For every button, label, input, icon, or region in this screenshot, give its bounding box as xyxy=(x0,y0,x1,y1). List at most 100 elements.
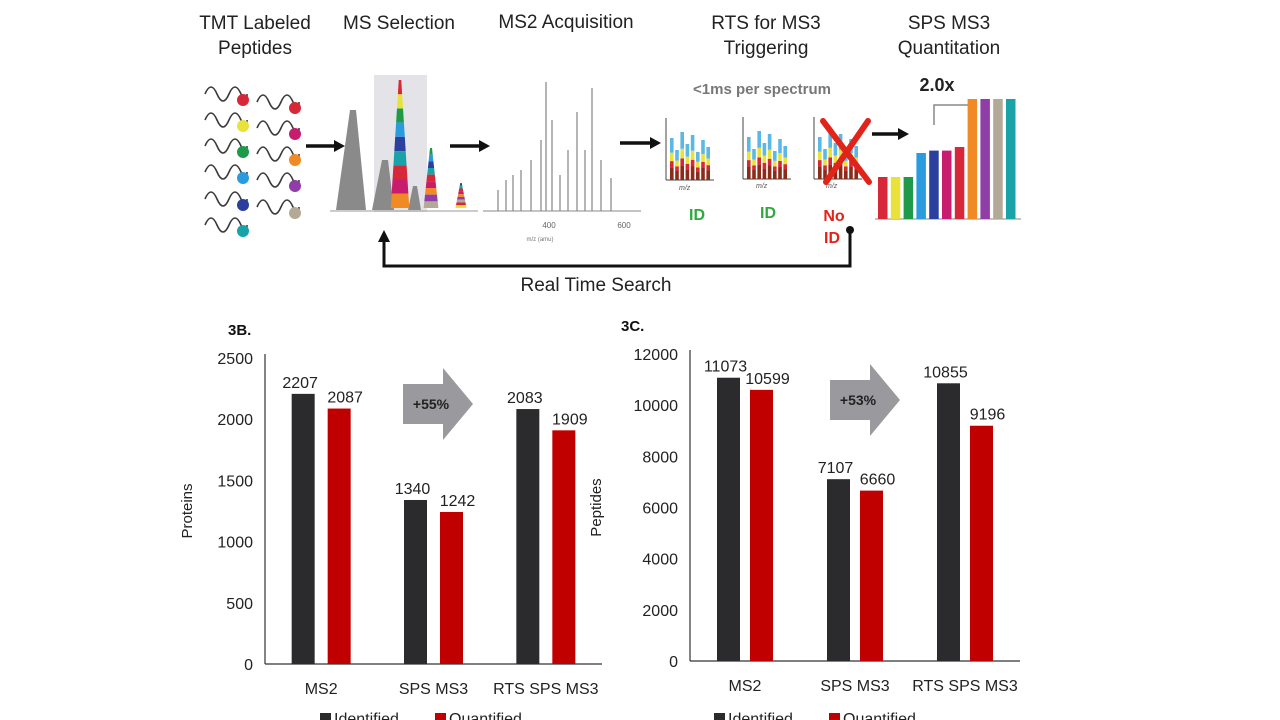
reject-x-icon xyxy=(820,118,872,185)
reporter-ion-bar xyxy=(929,150,939,219)
mini-spectrum-bar xyxy=(823,165,827,170)
ms2-axis-label: m/z (amu) xyxy=(527,237,554,243)
mini-spectrum-bar xyxy=(680,165,684,180)
mini-spectrum-bar xyxy=(773,151,777,161)
step-title-rts-line2: Triggering xyxy=(724,38,809,59)
step-title-tmt-line2: Peptides xyxy=(218,38,292,59)
ms-selection-spectrum xyxy=(330,75,478,212)
x-tick-label: SPS MS3 xyxy=(399,681,468,698)
mini-spectrum-bar xyxy=(747,166,751,179)
mini-spectrum-bar xyxy=(696,171,700,180)
chart-proteins: 3B. 0 500 1000 1500 2000 2500 Proteins MS2 2207 20… xyxy=(179,322,602,720)
mini-spectrum-bar xyxy=(706,165,710,171)
reporter-ion-bar xyxy=(967,99,978,219)
tmt-tag xyxy=(289,180,301,192)
mini-spectrum-bar xyxy=(818,137,822,152)
colored-peak-segment xyxy=(396,108,404,123)
mini-spectrum-bar xyxy=(752,165,756,170)
ms2-tick-400: 400 xyxy=(542,221,556,230)
data-label: 9196 xyxy=(970,407,1006,424)
mini-spectrum-bar xyxy=(773,170,777,179)
mini-spectrum-bar xyxy=(783,146,787,158)
no-id-label-line2: ID xyxy=(824,230,840,247)
mini-spectrum-bar xyxy=(778,153,782,161)
mini-spectrum-bar xyxy=(690,166,695,180)
colored-peak-segment xyxy=(457,194,465,197)
colored-peak-segment xyxy=(455,202,467,206)
chart-peptides: 3C. 0 2000 4000 6000 8000 10000 12000 Peptides MS… xyxy=(588,318,1020,720)
reporter-ion-bar xyxy=(942,150,952,219)
reporter-ion-bar xyxy=(890,177,901,219)
bar-identified xyxy=(827,479,850,661)
mini-spectrum-bar xyxy=(828,131,832,148)
mini-spectrum-bar xyxy=(783,157,787,165)
y-tick-label: 2500 xyxy=(217,351,253,368)
ms2-tick-600: 600 xyxy=(617,221,631,230)
colored-peak-segment xyxy=(426,174,436,182)
mini-spectrum-bar xyxy=(854,169,858,179)
data-label: 2087 xyxy=(327,390,363,407)
data-label: 2207 xyxy=(282,375,318,392)
legend-swatch xyxy=(714,713,725,720)
bar-quantified xyxy=(552,430,576,664)
step-title-ms2-acquisition: MS2 Acquisition xyxy=(498,12,633,33)
colored-peak-segment xyxy=(395,122,405,137)
improvement-label: +53% xyxy=(840,392,877,408)
sps-ms3-reporter-bars xyxy=(875,99,1021,220)
y-tick-label: 4000 xyxy=(642,552,678,569)
mini-spectrum-bar xyxy=(747,151,751,161)
colored-peak-segment xyxy=(396,94,404,109)
colored-peak-segment xyxy=(425,181,437,188)
data-label: 2083 xyxy=(507,390,543,407)
data-label: 11073 xyxy=(704,359,747,376)
mini-spectrum-bar xyxy=(670,138,674,153)
mini-spectrum-bar xyxy=(752,159,756,166)
y-tick-label: 0 xyxy=(244,657,253,674)
mini-spectrum-bar xyxy=(773,160,777,167)
mini-spectrum-bar xyxy=(844,170,848,179)
mini-spectrum-bar xyxy=(696,167,700,172)
colored-peak-segment xyxy=(393,151,407,166)
arrow-to-ms2 xyxy=(450,140,490,152)
mini-spectrum-bar xyxy=(670,152,674,162)
mini-spectrum-bar xyxy=(833,155,838,163)
mini-spectrum-bar xyxy=(701,168,705,180)
legend-swatch xyxy=(829,713,840,720)
reporter-ion-bar xyxy=(903,177,914,219)
mini-spectrum-bar xyxy=(752,149,756,160)
mini-spectrum-bar xyxy=(752,170,756,179)
fold-change-label: 2.0x xyxy=(919,75,954,95)
step-title-rts-line1: RTS for MS3 xyxy=(711,13,820,34)
legend-label: Quantified xyxy=(449,711,522,720)
mini-spectrum-bar xyxy=(854,146,858,158)
reporter-ion-bar xyxy=(993,99,1003,219)
tmt-tag xyxy=(237,146,249,158)
mini-spectrum-bar xyxy=(762,168,767,179)
panel-label: 3C. xyxy=(621,318,644,335)
mini-spectrum-bar xyxy=(833,143,838,156)
colored-peak-segment xyxy=(391,179,409,194)
y-tick-label: 6000 xyxy=(642,501,678,518)
legend-label: Identified xyxy=(728,711,793,720)
mini-spectrum-bar xyxy=(690,135,695,151)
bar-quantified xyxy=(440,511,463,664)
colored-peak-segment xyxy=(427,168,435,175)
mini-axis-label-2: m/z xyxy=(756,183,768,190)
colored-peak-segment xyxy=(397,80,403,95)
colored-peak-segment xyxy=(423,201,439,208)
panel-label: 3B. xyxy=(228,322,251,339)
mini-spectrum-bar xyxy=(767,165,772,179)
mini-spectrum-bar xyxy=(767,149,772,159)
mini-spectrum-bar xyxy=(675,150,679,161)
x-tick-label: MS2 xyxy=(729,678,762,695)
tmt-tag xyxy=(289,154,301,166)
colored-peak-segment xyxy=(458,188,464,192)
mini-spectrum-bar xyxy=(783,169,787,179)
y-tick-label: 2000 xyxy=(217,412,253,429)
mini-spectrum-bar xyxy=(706,158,710,166)
mini-spectrum-bar xyxy=(675,166,679,171)
mini-spectrum-bar xyxy=(823,149,827,160)
tmt-tag xyxy=(237,225,249,237)
mini-spectrum-bar xyxy=(747,160,751,167)
mini-spectrum-bar xyxy=(828,147,832,158)
